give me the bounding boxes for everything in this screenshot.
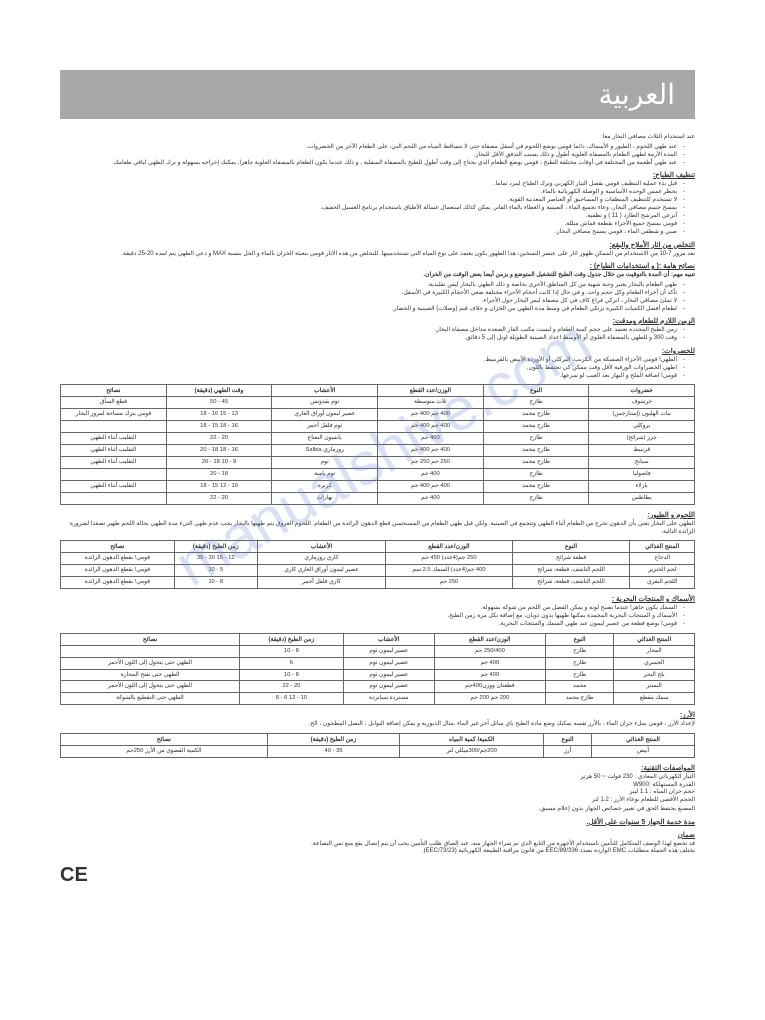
cleaning-head: تنظيف الطباخ: <box>60 171 695 180</box>
table-row: لحم الخنزيراللحم الناشف، قطعة، شرائح400 … <box>61 565 695 577</box>
cleaning-list: قبل بدء عملية التنظيف قومي بفصل التيار ا… <box>60 181 695 237</box>
meat-head: اللحوم و الطيور: <box>60 511 695 520</box>
table-row: سمك مقطعطازج مجمد200 جم 200 جممستردة سبا… <box>61 693 695 705</box>
table-rice: المنتج الغذائي النوع الكمية/ كمية المياه… <box>60 733 695 758</box>
tips-sub: تنبيه مهم: أن المدة بالتوقيت من خلال جدو… <box>60 272 695 280</box>
table-row: بلح البحرطازج400 جمعصير ليمون ثوم8 - 10ا… <box>61 669 695 681</box>
guarantee-text: قد تخضع لهذا الوصف المتكامل للتأمين باست… <box>60 841 695 856</box>
table-row: بازلاءطازج مجمد400 جم 400 جمكزبرة10 - 12… <box>61 481 695 493</box>
intro-text: عند استخدام الثلاث مصافي البخار معا: <box>60 134 695 142</box>
table-row: فاصولياطازج400 جمثوم بامية18 - 20 <box>61 469 695 481</box>
table-row: المحارطازج250/400 جمعصير ليمون ثوم8 - 10 <box>61 645 695 657</box>
meat-text: الطهي على البخار يعني بأن الدهون تخرج من… <box>60 521 695 536</box>
fish-list: السمك يكون جاهز! عندما تصبح لونه و يمكن … <box>60 605 695 629</box>
intro-list: عند طهي اللحوم ، الطيور و الأسماك، دائما… <box>60 144 695 168</box>
table-row: جزر (شرائح)طازج400 جميانسون النعناع20 - … <box>61 433 695 445</box>
table-row: قرنبيططازج مجمد400 جم 400 جمروزماري Salb… <box>61 445 695 457</box>
specs-note: المصنع يحتفظ الحق في تغيير خصائص الجهاز … <box>60 806 695 814</box>
table-row: الدجاجقطعة شرائح250 جم(4عدد) 450 جمكاري … <box>61 553 695 565</box>
ce-mark: CE <box>60 864 695 887</box>
table-row: بروكليطازج مجمد400 جم 400 جمثوم فلفل أحم… <box>61 421 695 433</box>
rice-head: الأرز: <box>60 711 695 720</box>
table-row: اللحم البقرياللحم الناشف، قطعة، شرائح250… <box>61 577 695 589</box>
veg-head: للخضروات: <box>60 347 695 356</box>
rice-text: لإعداد الأرز ، قومي بملء خزان الماء ، با… <box>60 721 695 729</box>
descale-head: التخلص من اثار الأملاح والبقع: <box>60 241 695 250</box>
tips-list: طهي الطعام بالبخار يعتبر وجبة شهية من كل… <box>60 282 695 314</box>
descale-text: بعد مرور 7-10 من الاستخدام من الممكن ظهو… <box>60 251 695 259</box>
table-row: نبات الهليون (إستارجس)طازج مجمد400 جم 40… <box>61 409 695 421</box>
veg-list: الطهي! قومي الأجزاء الصميكة من الكرنب، ا… <box>60 357 695 381</box>
table-row: بطاطسطازج400 جمبهارات20 - 22 <box>61 493 695 505</box>
table-meat: المنتج الغذائي النوع الوزن/عدد القطع الأ… <box>60 540 695 589</box>
table-row: سبانخطازج مجمد250 جم 250 جمثوم8 - 10 18 … <box>61 457 695 469</box>
table-vegetables: خضروات النوع الوزن/عدد القطع الأعشاب وقت… <box>60 384 695 505</box>
tips-head: نصائح هامة :( و استخدامات الطباخ) : <box>60 262 695 271</box>
title-banner: العربية <box>60 70 695 119</box>
guarantee-head: ضمان <box>60 831 695 840</box>
table-row: الجمبريطازج400 جمعصير ليمون ثوم6الطهي حت… <box>61 657 695 669</box>
specs-text: التيار الكهربائي المعادي : 230 فولت ~ 50… <box>60 774 695 804</box>
table-row: خرشوفطازجثلاث متوسطةثوم بقدونس45 - 50قطع… <box>61 397 695 409</box>
table-fish: المنتج الغذائي النوع الوزن/عدد القطع الأ… <box>60 633 695 706</box>
timing-list: زمن الطبخ المحددة تعتمد على حجم كمية الط… <box>60 327 695 343</box>
fish-head: الأسماك و المنتجات البحرية : <box>60 595 695 604</box>
specs-head: المواصفات التقنية: <box>60 764 695 773</box>
warranty-head: مدة خدمة الجهاز 5 سنوات على الأقل. <box>60 818 695 827</box>
table-row: أبيضأرز200جم/300ميللي لتر35 - 40الكمية ا… <box>61 745 695 757</box>
table-row: البسترمجمدقطعتان ووزن400جمعصير ليمون ثوم… <box>61 681 695 693</box>
timing-head: الزمن اللازم للطعام ومدقت: <box>60 317 695 326</box>
